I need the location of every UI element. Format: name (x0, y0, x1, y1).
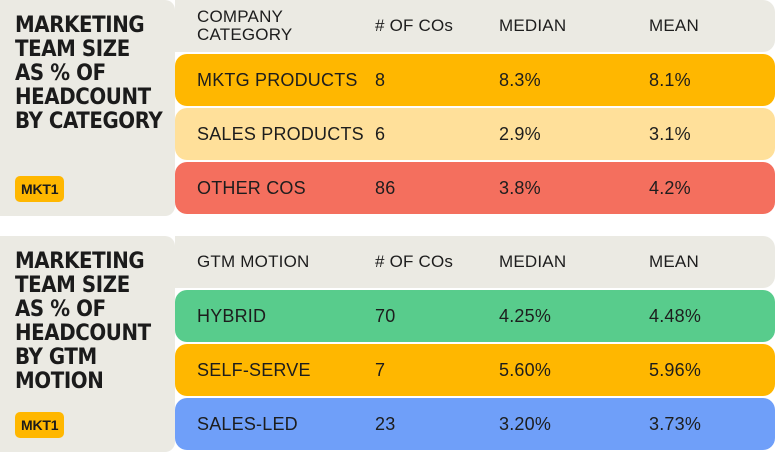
row-label: HYBRID (197, 306, 267, 326)
table-row: OTHER COS 86 3.8% 4.2% (175, 162, 775, 214)
row-count: 23 (375, 414, 396, 434)
table-header-row: COMPANY CATEGORY # OF COs MEDIAN MEAN (175, 0, 775, 52)
category-table-title: MARKETING TEAM SIZE AS % OF HEADCOUNT BY CAT… (15, 13, 163, 134)
row-label: MKTG PRODUCTS (197, 70, 358, 90)
row-median: 5.60% (499, 360, 552, 380)
row-median: 8.3% (499, 70, 541, 90)
gtm-table-title: MARKETING TEAM SIZE AS % OF HEADCOUNT BY GTM… (15, 249, 151, 394)
header-company-category: COMPANY CATEGORY (197, 7, 293, 44)
row-label: SALES PRODUCTS (197, 124, 364, 144)
row-label: SALES-LED (197, 414, 298, 434)
header-median: MEDIAN (499, 252, 567, 271)
header-median: MEDIAN (499, 16, 567, 35)
category-table: COMPANY CATEGORY # OF COs MEDIAN MEAN MK… (175, 0, 775, 216)
table-row: SELF-SERVE 7 5.60% 5.96% (175, 344, 775, 396)
row-mean: 8.1% (649, 70, 691, 90)
mkt1-badge: MKT1 (15, 412, 65, 438)
header-gtm-motion: GTM MOTION (197, 252, 310, 271)
gtm-table: GTM MOTION # OF COs MEDIAN MEAN HYBRID 7… (175, 236, 775, 452)
row-label: OTHER COS (197, 178, 306, 198)
row-mean: 3.1% (649, 124, 691, 144)
header-mean: MEAN (649, 16, 699, 35)
mkt1-badge: MKT1 (15, 176, 65, 202)
row-median: 3.20% (499, 414, 552, 434)
table-row: HYBRID 70 4.25% 4.48% (175, 290, 775, 342)
header-mean: MEAN (649, 252, 699, 271)
gtm-side-panel: MARKETING TEAM SIZE AS % OF HEADCOUNT BY GTM… (0, 236, 175, 452)
table-row: SALES-LED 23 3.20% 3.73% (175, 398, 775, 450)
row-median: 2.9% (499, 124, 541, 144)
gtm-table-panel: MARKETING TEAM SIZE AS % OF HEADCOUNT BY GTM… (0, 236, 775, 452)
header-count: # OF COs (375, 16, 454, 35)
header-count: # OF COs (375, 252, 454, 271)
row-median: 3.8% (499, 178, 541, 198)
row-mean: 4.2% (649, 178, 691, 198)
row-count: 86 (375, 178, 396, 198)
row-count: 7 (375, 360, 386, 380)
row-mean: 3.73% (649, 414, 702, 434)
row-mean: 4.48% (649, 306, 702, 326)
row-mean: 5.96% (649, 360, 702, 380)
row-count: 6 (375, 124, 386, 144)
category-table-panel: MARKETING TEAM SIZE AS % OF HEADCOUNT BY CAT… (0, 0, 775, 216)
row-count: 8 (375, 70, 386, 90)
row-label: SELF-SERVE (197, 360, 311, 380)
table-row: MKTG PRODUCTS 8 8.3% 8.1% (175, 54, 775, 106)
table-row: SALES PRODUCTS 6 2.9% 3.1% (175, 108, 775, 160)
row-count: 70 (375, 306, 396, 326)
category-side-panel: MARKETING TEAM SIZE AS % OF HEADCOUNT BY CAT… (0, 0, 175, 216)
row-median: 4.25% (499, 306, 552, 326)
table-header-row: GTM MOTION # OF COs MEDIAN MEAN (175, 236, 775, 288)
